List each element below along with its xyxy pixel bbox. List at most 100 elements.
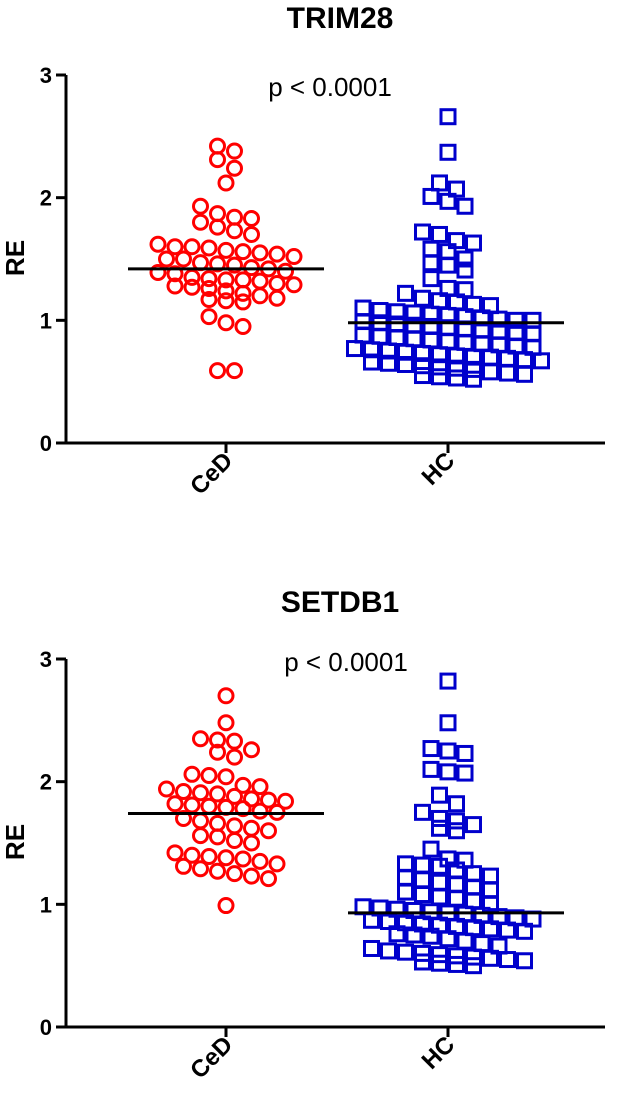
ced-data-point <box>200 847 218 865</box>
data-points <box>128 108 564 388</box>
ced-data-point <box>166 795 184 813</box>
hc-data-point <box>431 358 448 376</box>
ced-data-point <box>200 279 218 297</box>
hc-data-point <box>431 346 448 364</box>
ced-data-point <box>209 862 226 880</box>
ced-data-point <box>200 239 218 257</box>
hc-data-point <box>499 364 516 382</box>
hc-data-point <box>414 856 431 874</box>
hc-data-point <box>465 360 482 378</box>
ced-data-point <box>251 852 269 870</box>
hc-data-point <box>414 367 431 385</box>
ced-data-point <box>226 787 243 805</box>
hc-data-point <box>397 883 414 901</box>
hc-data-point <box>439 714 457 732</box>
ced-data-point <box>243 867 260 885</box>
ced-data-point <box>260 822 277 840</box>
hc-data-point <box>431 809 448 827</box>
chart-title: TRIM28 <box>287 2 394 35</box>
x-tick-label: CeD <box>185 1031 238 1084</box>
ced-data-point <box>217 687 235 705</box>
hc-data-point <box>465 234 482 252</box>
hc-data-point <box>465 816 482 834</box>
ced-data-point <box>175 782 192 800</box>
hc-data-point <box>431 786 448 804</box>
ced-data-point <box>226 732 243 750</box>
hc-data-point <box>482 881 499 899</box>
hc-data-point <box>456 932 474 950</box>
hc-data-point <box>422 840 440 858</box>
hc-data-point <box>414 223 431 241</box>
ced-data-point <box>260 870 277 888</box>
hc-data-point <box>380 342 397 360</box>
x-tick-label: CeD <box>185 447 238 500</box>
y-tick-1: 1 <box>40 308 66 333</box>
ced-data-point <box>217 292 235 310</box>
y-tick-label: 2 <box>40 186 52 211</box>
hc-data-point <box>431 819 448 837</box>
hc-data-point <box>473 935 491 953</box>
hc-data-point <box>422 270 440 288</box>
hc-data-point <box>473 335 491 353</box>
ced-data-point <box>166 844 184 862</box>
hc-data-point <box>414 871 431 889</box>
x-tick-ced: CeD <box>185 443 238 500</box>
hc-data-point <box>405 304 423 322</box>
hc-data-point <box>533 352 550 370</box>
hc-data-point <box>414 953 431 971</box>
hc-data-point <box>431 857 448 875</box>
ced-data-point <box>243 819 260 837</box>
hc-data-point <box>456 764 474 782</box>
hc-data-point <box>431 888 448 906</box>
hc-data-point <box>473 309 491 327</box>
hc-data-point <box>414 944 431 962</box>
ced-data-point <box>183 765 201 783</box>
ced-data-point <box>217 282 235 300</box>
x-tick-hc: HC <box>417 443 460 491</box>
hc-data-point <box>422 740 440 758</box>
hc-data-point <box>448 947 465 965</box>
y-tick-3: 3 <box>40 647 66 672</box>
hc-data-point <box>439 672 457 690</box>
hc-data-point <box>490 310 508 328</box>
hc-data-point <box>448 347 465 365</box>
y-tick-2: 2 <box>40 186 66 211</box>
ced-data-point <box>209 362 226 380</box>
ced-data-point <box>192 860 209 878</box>
hc-data-point <box>516 952 533 970</box>
x-tick-hc: HC <box>417 1027 460 1075</box>
ced-data-point <box>217 314 235 332</box>
hc-data-point <box>456 744 474 762</box>
ced-data-point <box>209 731 226 749</box>
hc-data-point <box>414 803 431 821</box>
ced-data-point <box>226 222 243 240</box>
ced-data-point <box>226 362 243 380</box>
ced-data-point <box>268 245 286 263</box>
hc-data-point <box>465 878 482 896</box>
hc-data-point <box>499 921 516 939</box>
ced-data-point <box>243 741 260 759</box>
ced-data-point <box>217 174 235 192</box>
ced-data-point <box>234 776 252 794</box>
hc-data-point <box>516 922 533 940</box>
hc-data-point <box>482 949 499 967</box>
hc-data-point <box>516 365 533 383</box>
ced-data-point <box>200 767 218 785</box>
hc-data-point <box>371 327 389 345</box>
hc-data-point <box>439 143 457 161</box>
hc-data-point <box>448 876 465 894</box>
y-axis-label: RE <box>0 824 30 860</box>
hc-data-point <box>422 305 440 323</box>
ced-data-point <box>251 802 269 820</box>
hc-data-point <box>465 948 482 966</box>
hc-data-point <box>363 939 380 957</box>
hc-data-point <box>388 925 406 943</box>
hc-data-point <box>456 333 474 351</box>
hc-data-point <box>439 742 457 760</box>
y-tick-label: 3 <box>40 647 52 672</box>
chart-panel-trim28: TRIM28 p < 0.0001 RE 0 1 2 3 CeD HC <box>0 2 605 500</box>
hc-data-point <box>439 256 457 274</box>
hc-data-point <box>380 942 397 960</box>
ced-data-point <box>183 278 201 296</box>
